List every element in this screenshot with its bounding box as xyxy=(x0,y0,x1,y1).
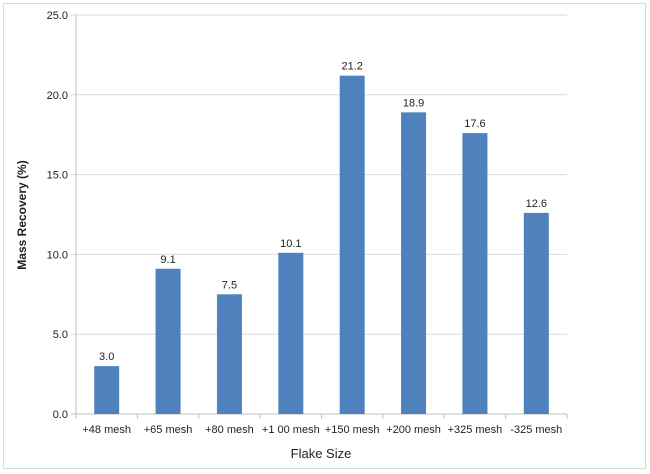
x-tick-label: +200 mesh xyxy=(386,424,441,436)
bar xyxy=(339,75,365,414)
data-label: 17.6 xyxy=(464,118,485,130)
data-label: 18.9 xyxy=(403,97,424,109)
data-label: 3.0 xyxy=(99,351,114,363)
bar xyxy=(523,212,549,414)
x-tick-label: +80 mesh xyxy=(205,424,254,436)
bar xyxy=(155,268,181,414)
x-tick-label: +48 mesh xyxy=(82,424,131,436)
chart-frame xyxy=(3,3,646,469)
y-tick-label: 5.0 xyxy=(53,329,68,341)
bar xyxy=(462,133,488,414)
bar xyxy=(216,294,242,414)
data-label: 7.5 xyxy=(222,279,237,291)
x-tick-label: +150 mesh xyxy=(325,424,380,436)
data-label: 10.1 xyxy=(280,238,301,250)
y-tick-label: 0.0 xyxy=(53,409,68,421)
data-label: 9.1 xyxy=(160,254,175,266)
y-tick-label: 15.0 xyxy=(47,170,68,182)
bar xyxy=(278,252,304,414)
x-tick-label: +65 mesh xyxy=(144,424,193,436)
data-label: 21.2 xyxy=(341,61,362,73)
data-label: 12.6 xyxy=(526,198,547,210)
y-tick-label: 20.0 xyxy=(47,90,68,102)
bar xyxy=(401,112,427,414)
y-axis-label: Mass Recovery (%) xyxy=(15,160,29,269)
x-tick-label: -325 mesh xyxy=(510,424,562,436)
y-tick-label: 10.0 xyxy=(47,249,68,261)
y-tick-label: 25.0 xyxy=(47,10,68,22)
x-axis-label: Flake Size xyxy=(291,446,352,461)
x-tick-label: +1 00 mesh xyxy=(262,424,320,436)
x-tick-label: +325 mesh xyxy=(448,424,503,436)
bar xyxy=(94,366,120,414)
